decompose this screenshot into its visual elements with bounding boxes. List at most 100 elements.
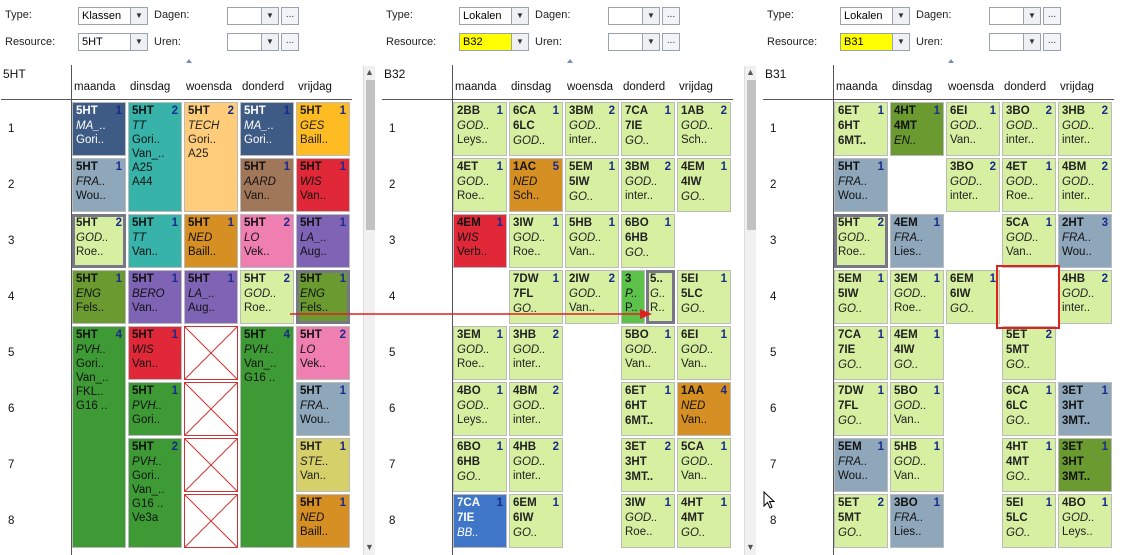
lesson-block[interactable]: 5HT 1 ENG Fels..	[296, 270, 350, 324]
lesson-block[interactable]: 7DW 1 7FL GO..	[834, 382, 888, 436]
lesson-block[interactable]: 3IW 1 GOD.. Roe..	[509, 214, 563, 268]
dagen-more-button[interactable]: ...	[281, 7, 299, 25]
lesson-block[interactable]: 5HT 2 LO Vek..	[240, 214, 294, 268]
lesson-block[interactable]: 4EM 1 FRA.. Lies..	[890, 214, 944, 268]
lesson-block[interactable]: 4EM 1 WIS Verb..	[453, 214, 507, 268]
scrollbar-thumb[interactable]	[747, 80, 756, 230]
lesson-block[interactable]: 4HT 1 4MT GO..	[1002, 438, 1056, 492]
lesson-block[interactable]: 5HT 1 MA_.. Gori..	[72, 102, 126, 156]
lesson-block[interactable]: 5HT 2 GOD.. Roe..	[72, 214, 126, 268]
uren-more-button[interactable]: ...	[281, 33, 299, 51]
scroll-down-icon[interactable]: ▼	[365, 542, 374, 552]
lesson-block[interactable]: 5BO 1 GOD.. Van..	[890, 382, 944, 436]
drop-target-highlight[interactable]	[996, 265, 1060, 329]
lesson-block[interactable]: 3BM 2 GOD.. inter..	[621, 158, 675, 212]
lesson-block[interactable]: 4HB 2 GOD.. inter..	[509, 438, 563, 492]
lesson-block[interactable]: 2IW 2 GOD.. Van..	[565, 270, 619, 324]
lesson-block[interactable]: 1AB 2 GOD.. Sch..	[677, 102, 731, 156]
lesson-block[interactable]: 6EI 1 GOD.. Van..	[946, 102, 1000, 156]
lesson-block[interactable]: 1AC 5 NED Sch..	[509, 158, 563, 212]
vertical-scrollbar[interactable]: ▲ ▼	[744, 66, 756, 555]
lesson-block[interactable]: 5HT 1 AARD Van..	[240, 158, 294, 212]
lesson-block[interactable]: 5CA 1 GOD.. Van..	[677, 438, 731, 492]
lesson-block[interactable]: 5HT 1 NED Baill..	[296, 494, 350, 548]
scrollbar-thumb[interactable]	[366, 80, 375, 230]
lesson-block[interactable]: 6ET 1 6HT 6MT..	[834, 102, 888, 156]
lesson-block[interactable]: 3HB 2 GOD.. inter..	[1058, 102, 1112, 156]
lesson-block[interactable]: 5HT 1 LA_.. Aug..	[296, 214, 350, 268]
chevron-down-icon[interactable]: ▼	[130, 34, 147, 50]
lesson-block[interactable]: 3BO 2 GOD.. inter..	[1002, 102, 1056, 156]
resource-select[interactable]: B32 ▼	[459, 33, 529, 51]
lesson-block[interactable]: 5HT 1 FRA.. Wou..	[834, 158, 888, 212]
scroll-up-icon[interactable]: ▲	[746, 67, 755, 77]
lesson-block[interactable]: 3BO 2 GOD.. inter..	[946, 158, 1000, 212]
collapse-icon[interactable]	[186, 59, 192, 63]
lesson-block[interactable]: 5.. G.. R..	[646, 270, 675, 324]
dagen-select[interactable]: ▼	[227, 7, 279, 25]
lesson-block[interactable]: 4EM 1 4IW GO..	[890, 326, 944, 380]
chevron-down-icon[interactable]: ▼	[892, 34, 909, 50]
lesson-block[interactable]: 6BO 1 6HB GO..	[453, 438, 507, 492]
lesson-block[interactable]: 4HT 1 4MT GO..	[677, 494, 731, 548]
uren-more-button[interactable]: ...	[1043, 33, 1061, 51]
lesson-block[interactable]: 3ET 1 3HT 3MT..	[1058, 438, 1112, 492]
lesson-block[interactable]: 7DW 1 7FL GO..	[509, 270, 563, 324]
lesson-block[interactable]: 3ET 1 3HT 3MT..	[1058, 382, 1112, 436]
lesson-block[interactable]: 5EI 1 5LC GO..	[677, 270, 731, 324]
lesson-block[interactable]: 5HT 1 WIS Van..	[128, 326, 182, 380]
chevron-down-icon[interactable]: ▼	[892, 8, 909, 24]
uren-select[interactable]: ▼	[989, 33, 1041, 51]
collapse-icon[interactable]	[948, 59, 954, 63]
lesson-block[interactable]: 5EI 1 5LC GO..	[1002, 494, 1056, 548]
lesson-block[interactable]: 5HT 1 LA_.. Aug..	[184, 270, 238, 324]
lesson-block[interactable]: 5EM 1 FRA.. Wou..	[834, 438, 888, 492]
chevron-down-icon[interactable]: ▼	[1023, 8, 1040, 24]
chevron-down-icon[interactable]: ▼	[261, 8, 278, 24]
lesson-block[interactable]: 5HT 4 PVH.. Gori.. Van_.. FKL.. G16 ..	[72, 326, 126, 548]
lesson-block[interactable]: 5HT 1 NED Baill..	[184, 214, 238, 268]
lesson-block[interactable]: 4BM 2 GOD.. inter..	[1058, 158, 1112, 212]
chevron-down-icon[interactable]: ▼	[511, 34, 528, 50]
lesson-block[interactable]: 5EM 1 5IW GO..	[834, 270, 888, 324]
type-select[interactable]: Klassen ▼	[78, 7, 148, 25]
lesson-block[interactable]: 5HT 2 GOD.. Roe..	[240, 270, 294, 324]
type-select[interactable]: Lokalen ▼	[840, 7, 910, 25]
lesson-block[interactable]: 4BO 1 GOD.. Leys..	[1058, 494, 1112, 548]
lesson-block[interactable]: 4HB 2 GOD.. inter..	[1058, 270, 1112, 324]
lesson-block[interactable]: 5HT 1 FRA.. Wou..	[296, 382, 350, 436]
lesson-block[interactable]: 4ET 1 GOD.. Roe..	[453, 158, 507, 212]
lesson-block[interactable]: 6EI 1 GOD.. Van..	[677, 326, 731, 380]
uren-select[interactable]: ▼	[227, 33, 279, 51]
lesson-block[interactable]: 5HT 2 TECH Gori.. A25	[184, 102, 238, 212]
lesson-block[interactable]: 5HT 1 TT Van..	[128, 214, 182, 268]
lesson-block[interactable]: 5HB 1 GOD.. Van..	[565, 214, 619, 268]
lesson-block[interactable]: 5HT 1 PVH.. Gori..	[128, 382, 182, 436]
lesson-block[interactable]: 6EM 1 6IW GO..	[509, 494, 563, 548]
vertical-scrollbar[interactable]: ▲ ▼	[363, 66, 375, 555]
lesson-block[interactable]: 5HT 1 BERO Van..	[128, 270, 182, 324]
lesson-block[interactable]: 5HT 2 GOD.. Roe..	[834, 214, 888, 268]
lesson-block[interactable]: 4ET 1 GOD.. Roe..	[1002, 158, 1056, 212]
lesson-block[interactable]: 5ET 2 5MT GO..	[1002, 326, 1056, 380]
lesson-block[interactable]: 7CA 1 7IE GO..	[834, 326, 888, 380]
lesson-block[interactable]: 5HB 1 GOD.. Van..	[890, 438, 944, 492]
lesson-block[interactable]: 6EM 1 6IW GO..	[946, 270, 1000, 324]
resource-select[interactable]: 5HT ▼	[78, 33, 148, 51]
lesson-block[interactable]: 5HT 2 PVH.. Gori.. Van_.. G16 .. Ve3a	[128, 438, 182, 548]
type-select[interactable]: Lokalen ▼	[459, 7, 529, 25]
lesson-block[interactable]: 5HT 2 TT Gori.. Van_.. A25 A44	[128, 102, 182, 212]
chevron-down-icon[interactable]: ▼	[511, 8, 528, 24]
chevron-down-icon[interactable]: ▼	[642, 34, 659, 50]
dagen-select[interactable]: ▼	[989, 7, 1041, 25]
lesson-block[interactable]: 4HT 1 4MT EN..	[890, 102, 944, 156]
lesson-block[interactable]: 5HT 1 ENG Fels..	[72, 270, 126, 324]
lesson-block[interactable]: 3BM 2 GOD.. inter..	[565, 102, 619, 156]
lesson-block[interactable]: 6BO 1 6HB GO..	[621, 214, 675, 268]
lesson-block[interactable]: 2HT 3 FRA.. Wou..	[1058, 214, 1112, 268]
lesson-block[interactable]: 5EM 1 5IW GO..	[565, 158, 619, 212]
chevron-down-icon[interactable]: ▼	[130, 8, 147, 24]
lesson-block[interactable]: 5HT 1 WIS Van..	[296, 158, 350, 212]
dagen-more-button[interactable]: ...	[1043, 7, 1061, 25]
lesson-block[interactable]: 3IW 1 GOD.. Roe..	[621, 494, 675, 548]
